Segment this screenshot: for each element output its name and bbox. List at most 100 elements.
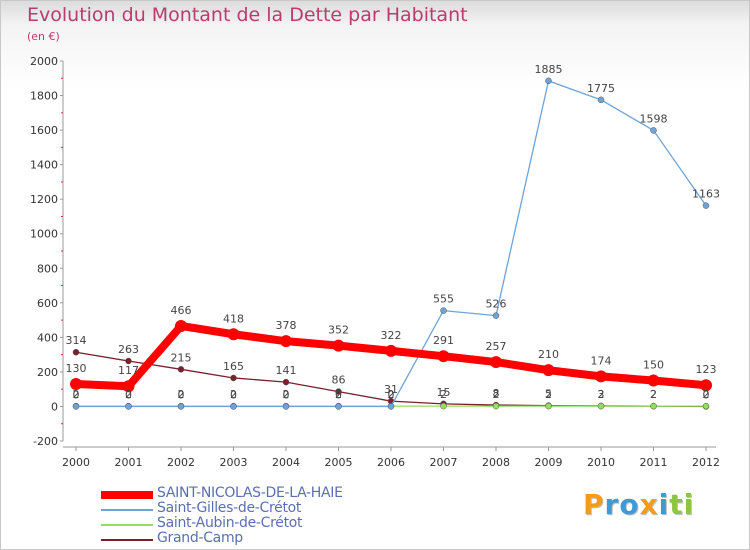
data-label: 2 <box>178 388 185 401</box>
data-point <box>282 378 290 386</box>
data-label: 2 <box>125 388 132 401</box>
data-label: 215 <box>171 351 192 364</box>
data-label: 5 <box>545 388 552 401</box>
data-point <box>647 374 660 387</box>
chart-series <box>70 77 712 410</box>
data-label: 130 <box>66 362 87 375</box>
data-label: 257 <box>486 340 507 353</box>
data-point <box>175 319 187 332</box>
data-label: 86 <box>332 374 346 387</box>
data-label: 0 <box>230 388 237 401</box>
x-tick-label: 2007 <box>430 456 458 469</box>
x-tick-label: 2004 <box>272 456 300 469</box>
y-tick-label: 800 <box>37 262 58 275</box>
data-point <box>492 402 500 410</box>
data-label: 1775 <box>587 82 615 95</box>
data-point <box>177 403 185 410</box>
data-label: 210 <box>538 348 559 361</box>
data-label: 15 <box>437 386 451 399</box>
data-label: 0 <box>178 388 185 401</box>
data-label: 2 <box>545 388 552 401</box>
data-point <box>230 403 237 410</box>
legend: SAINT-NICOLAS-DE-LA-HAIE Saint-Gilles-de-… <box>101 485 461 547</box>
legend-label: Saint-Gilles-de-Crétot <box>157 500 302 516</box>
data-point <box>387 403 395 410</box>
data-label: 123 <box>696 363 717 376</box>
legend-swatch <box>101 490 153 499</box>
x-tick-label: 2002 <box>167 456 195 469</box>
data-point <box>490 356 502 369</box>
data-label: 31 <box>384 383 398 396</box>
data-point <box>492 312 500 319</box>
data-point <box>125 403 132 410</box>
data-point <box>282 403 290 410</box>
x-tick-label: 2008 <box>482 456 510 469</box>
y-tick-label: 400 <box>37 331 58 344</box>
y-tick-label: 1600 <box>30 124 58 137</box>
legend-item: SAINT-NICOLAS-DE-LA-HAIE <box>101 485 461 502</box>
data-label: 8 <box>493 387 500 400</box>
legend-label: Grand-Camp <box>157 530 243 546</box>
data-label: 378 <box>276 319 297 332</box>
y-tick-label: -200 <box>33 435 58 448</box>
data-point <box>545 402 552 410</box>
data-label: 2 <box>335 388 342 401</box>
x-tick-label: 2006 <box>377 456 405 469</box>
data-label: 150 <box>643 359 664 372</box>
data-label: 2 <box>283 388 290 401</box>
data-label: 2 <box>440 388 447 401</box>
legend-swatch <box>101 523 153 526</box>
data-label: 165 <box>223 360 244 373</box>
logo-letter: t <box>669 488 684 521</box>
data-point <box>122 380 135 393</box>
data-label: 263 <box>118 343 139 356</box>
x-tick-label: 2010 <box>587 456 615 469</box>
x-tick-label: 2009 <box>535 456 563 469</box>
data-label: 555 <box>433 293 454 306</box>
data-point <box>542 364 555 377</box>
logo-letter: i <box>658 488 670 521</box>
y-tick-label: 1800 <box>30 90 58 103</box>
data-label: 0 <box>125 388 132 401</box>
legend-label: SAINT-NICOLAS-DE-LA-HAIE <box>157 485 343 501</box>
data-label: 0 <box>335 388 342 401</box>
x-tick-label: 2011 <box>640 456 668 469</box>
data-label: 2 <box>73 388 80 401</box>
x-tick-label: 2000 <box>62 456 90 469</box>
logo-letter: P <box>583 488 605 521</box>
data-label: 2 <box>650 388 657 401</box>
legend-swatch <box>101 538 153 541</box>
logo-letter: o <box>619 488 640 521</box>
data-label: 352 <box>328 324 349 337</box>
data-label: 1885 <box>535 63 563 76</box>
y-tick-label: 0 <box>51 400 58 413</box>
data-label: 526 <box>486 298 507 311</box>
y-tick-label: 200 <box>37 366 58 379</box>
data-label: 1163 <box>692 188 720 201</box>
data-label: 174 <box>591 354 612 367</box>
data-label: 322 <box>381 329 402 342</box>
data-label: 418 <box>223 312 244 325</box>
data-point <box>437 350 450 363</box>
data-label: 2 <box>388 388 395 401</box>
data-point <box>335 403 342 410</box>
y-tick-label: 600 <box>37 297 58 310</box>
y-tick-label: 2000 <box>30 55 58 68</box>
chart-title: Evolution du Montant de la Dette par Hab… <box>27 4 468 26</box>
data-point <box>440 402 447 410</box>
logo-letter: i <box>683 488 695 521</box>
data-label: 141 <box>276 364 297 377</box>
logo-letter: r <box>604 488 620 521</box>
data-label: 2 <box>493 388 500 401</box>
x-tick-label: 2003 <box>220 456 248 469</box>
data-point <box>332 339 345 352</box>
logo-letter: x <box>639 488 659 521</box>
data-point <box>440 307 447 314</box>
data-label: 0 <box>73 388 80 401</box>
data-point <box>700 379 712 392</box>
data-label: 291 <box>433 334 454 347</box>
data-label: 2 <box>230 388 237 401</box>
